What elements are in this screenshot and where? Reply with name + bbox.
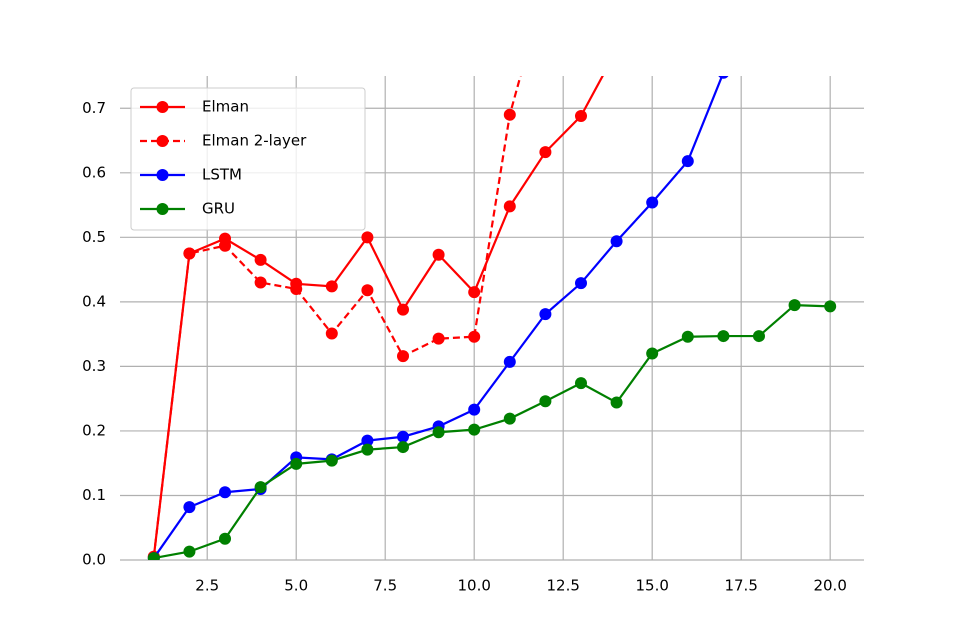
data-point xyxy=(611,44,623,56)
data-point xyxy=(788,299,801,312)
data-point xyxy=(503,108,516,121)
y-tick-label: 0.6 xyxy=(82,163,106,181)
data-point xyxy=(574,377,587,390)
data-point xyxy=(397,430,410,443)
series-line xyxy=(152,76,604,557)
data-point xyxy=(361,231,374,244)
series-line xyxy=(153,303,831,560)
x-tick-label: 17.5 xyxy=(724,577,757,595)
data-point xyxy=(397,303,410,316)
data-point xyxy=(397,350,410,363)
x-tick-label: 20.0 xyxy=(813,577,846,595)
data-point xyxy=(539,395,552,408)
x-tick-label: 10.0 xyxy=(457,577,490,595)
data-point xyxy=(290,457,303,470)
data-point xyxy=(646,196,659,209)
data-point xyxy=(254,253,267,266)
data-point xyxy=(432,426,445,439)
data-point xyxy=(219,486,232,499)
y-tick-label: 0.5 xyxy=(82,228,106,246)
data-point xyxy=(219,239,232,252)
data-point xyxy=(752,330,765,343)
legend-label: Elman xyxy=(202,98,249,116)
legend-label: GRU xyxy=(202,200,235,218)
y-tick-label: 0.4 xyxy=(82,292,106,310)
x-tick-label: 15.0 xyxy=(635,577,668,595)
data-point xyxy=(325,327,338,340)
data-point xyxy=(539,146,552,159)
legend-label: LSTM xyxy=(202,166,242,184)
x-tick-label: 2.5 xyxy=(195,577,219,595)
data-point xyxy=(183,501,196,514)
x-tick-label: 12.5 xyxy=(546,577,579,595)
legend-marker xyxy=(156,169,169,181)
data-point xyxy=(361,443,374,456)
data-point xyxy=(468,330,481,343)
data-point xyxy=(574,277,587,290)
axes: 2.5 5.0 7.5 10.0 12.5 15.0 17.5 20.0 0.0 0.1 0.2 0.… xyxy=(82,99,847,595)
legend: Elman Elman 2-layer LSTM GRU xyxy=(130,87,366,231)
data-point xyxy=(539,308,552,321)
legend-marker xyxy=(156,101,169,113)
y-tick-label: 0.7 xyxy=(82,99,106,117)
data-point xyxy=(646,347,659,360)
data-point xyxy=(183,247,196,260)
legend-marker xyxy=(156,203,169,215)
data-point xyxy=(610,396,623,409)
legend-box xyxy=(130,87,366,231)
data-point xyxy=(397,441,410,454)
data-point xyxy=(290,282,303,295)
data-point xyxy=(681,155,694,168)
y-tick-label: 0.0 xyxy=(82,551,106,569)
y-tick-label: 0.1 xyxy=(82,486,106,504)
data-point xyxy=(254,481,267,494)
y-tick-label: 0.2 xyxy=(82,421,106,439)
data-point xyxy=(468,403,481,416)
plot-area xyxy=(147,44,837,560)
data-point xyxy=(432,332,445,345)
x-tick-label: 5.0 xyxy=(284,577,308,595)
data-point xyxy=(717,330,730,343)
data-point xyxy=(361,284,374,297)
data-point xyxy=(361,434,374,447)
data-point xyxy=(718,76,729,79)
data-point xyxy=(147,552,160,560)
x-tick-label: 7.5 xyxy=(373,577,397,595)
data-point xyxy=(468,423,481,436)
grid xyxy=(120,76,864,561)
y-tick-label: 0.3 xyxy=(82,357,106,375)
data-point xyxy=(681,330,694,343)
data-point xyxy=(503,412,516,425)
data-point xyxy=(503,200,516,213)
series-line xyxy=(152,76,522,557)
data-point xyxy=(325,454,338,467)
data-point xyxy=(468,286,481,299)
data-point xyxy=(325,280,338,293)
data-point xyxy=(610,235,623,248)
data-point xyxy=(574,110,587,123)
data-point xyxy=(503,355,516,368)
data-point xyxy=(432,248,445,261)
legend-marker xyxy=(156,135,169,147)
data-point xyxy=(824,300,837,313)
data-point xyxy=(254,276,267,289)
data-point xyxy=(219,532,232,545)
data-point xyxy=(183,545,196,558)
legend-label: Elman 2-layer xyxy=(202,132,307,150)
